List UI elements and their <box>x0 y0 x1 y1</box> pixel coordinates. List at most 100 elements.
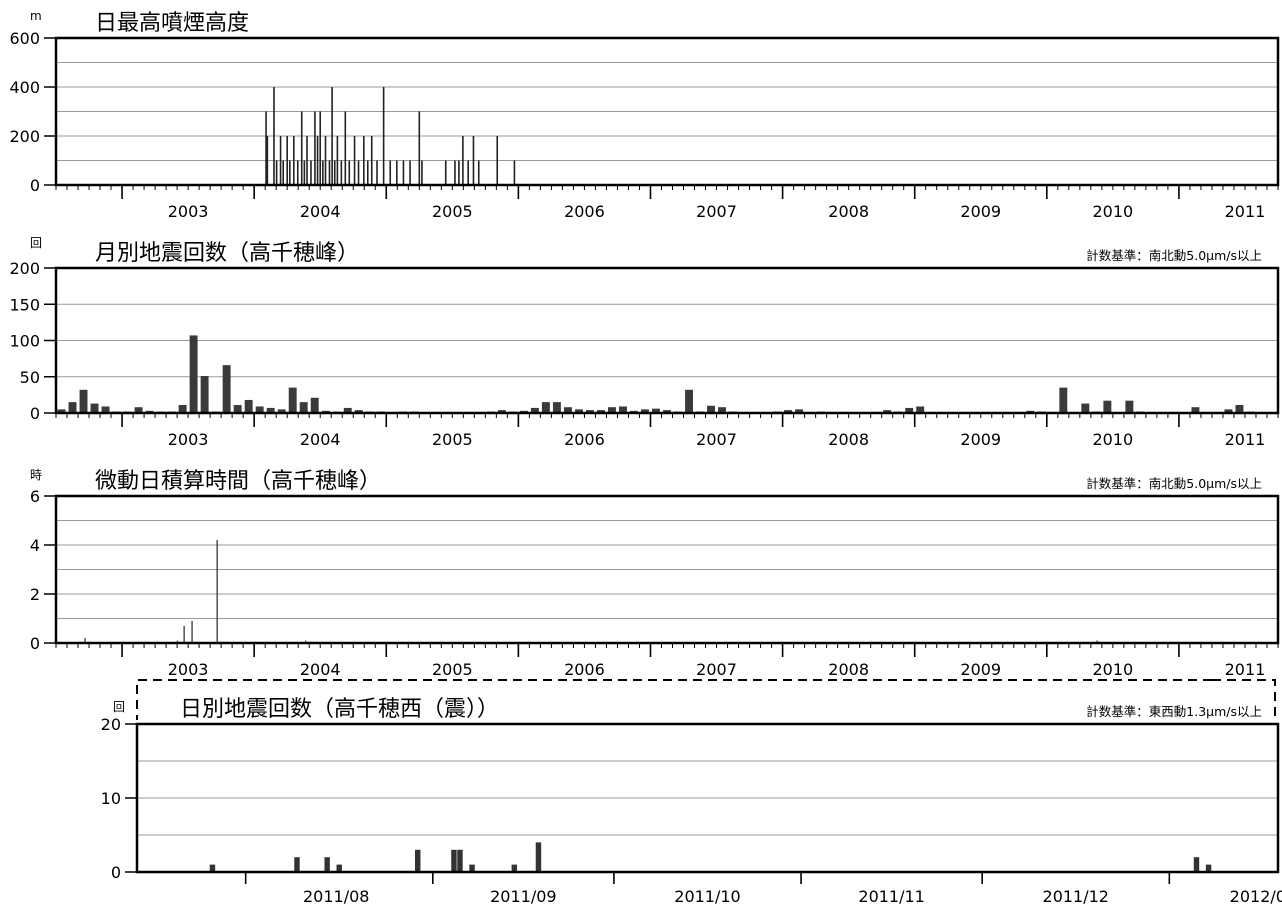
x-tick-label: 2005 <box>432 660 473 679</box>
x-tick-label: 2004 <box>300 202 341 221</box>
data-bar <box>376 160 378 185</box>
data-bar <box>1235 405 1244 413</box>
data-bar <box>316 136 319 185</box>
data-bar <box>191 620 193 643</box>
x-tick-label: 2011/10 <box>674 887 740 906</box>
y-tick-label: 100 <box>9 332 40 351</box>
data-bar <box>596 410 605 413</box>
data-bar <box>68 402 77 413</box>
data-bar <box>294 857 300 872</box>
data-bar <box>530 407 539 413</box>
data-bar <box>1125 400 1134 413</box>
plume-title: 日最高噴煙高度 <box>95 11 249 36</box>
data-bar <box>1059 387 1068 413</box>
data-bar <box>310 160 312 185</box>
x-tick-label: 2007 <box>696 660 737 679</box>
data-bar <box>279 136 282 185</box>
data-bar <box>336 864 342 872</box>
x-tick-label: 2011 <box>1225 660 1266 679</box>
y-tick-label: 20 <box>101 715 121 734</box>
data-bar <box>84 638 86 643</box>
data-bar <box>883 410 892 413</box>
x-tick-label: 2003 <box>168 202 209 221</box>
data-bar <box>1191 407 1200 413</box>
y-tick-label: 6 <box>30 487 40 506</box>
data-bar <box>134 407 143 413</box>
data-bar <box>685 389 693 413</box>
data-bar <box>1103 400 1112 413</box>
data-bar <box>303 160 306 185</box>
data-bar <box>541 402 550 413</box>
data-bar <box>574 409 583 413</box>
data-bar <box>469 864 475 872</box>
data-bar <box>652 408 660 413</box>
data-bar <box>306 136 308 185</box>
data-bar <box>343 407 352 413</box>
monthly-criterion: 計数基準：南北動5.0μm/s以上 <box>1086 248 1262 263</box>
y-tick-label: 4 <box>30 536 40 555</box>
data-bar <box>496 136 499 185</box>
y-tick-label: 2 <box>30 585 40 604</box>
data-bar <box>275 160 278 185</box>
data-bar <box>707 405 715 413</box>
y-tick-label: 10 <box>101 789 121 808</box>
plume-unit-label: m <box>30 9 42 23</box>
data-bar <box>90 403 99 413</box>
data-bar <box>607 407 616 413</box>
data-bar <box>535 842 542 872</box>
data-bar <box>457 849 463 872</box>
x-tick-label: 2010 <box>1093 660 1134 679</box>
data-bar <box>415 849 421 872</box>
data-bar <box>314 111 316 185</box>
data-bar <box>905 407 914 413</box>
y-tick-label: 600 <box>9 29 40 48</box>
data-bar <box>619 406 627 413</box>
data-bar <box>273 87 275 185</box>
x-tick-label: 2011/12 <box>1043 887 1109 906</box>
x-tick-label: 2006 <box>564 202 605 221</box>
x-tick-label: 2009 <box>960 202 1001 221</box>
x-tick-label: 2006 <box>564 430 605 449</box>
data-bar <box>183 625 185 643</box>
data-bar <box>916 406 925 413</box>
data-bar <box>1081 403 1090 413</box>
data-bar <box>409 160 411 185</box>
data-bar <box>289 160 291 185</box>
data-bar <box>57 409 66 413</box>
daily-quakes-panel: 回 日別地震回数（高千穂西（震）） 計数基準：東西動1.3μm/s以上 0 10 2… <box>101 697 1282 906</box>
data-bar <box>319 111 322 185</box>
data-bar <box>472 136 475 185</box>
data-bar <box>718 407 727 413</box>
x-tick-label: 2008 <box>828 202 869 221</box>
x-tick-label: 2009 <box>960 430 1001 449</box>
y-tick-label: 50 <box>20 368 40 387</box>
tremor-title: 微動日積算時間（高千穂峰） <box>95 469 381 494</box>
data-bar <box>370 136 373 185</box>
data-bar <box>79 389 88 413</box>
data-bar <box>357 160 360 185</box>
x-tick-label: 2004 <box>300 430 341 449</box>
data-bar <box>421 160 423 185</box>
data-bar <box>299 402 308 413</box>
data-bar <box>552 402 561 413</box>
plume-height-panel: m 日最高噴煙高度 0 200 400 600 2003 2004 2005 2006 2007… <box>9 9 1280 221</box>
x-tick-label: 2007 <box>696 430 737 449</box>
daily-title: 日別地震回数（高千穂西（震）） <box>180 697 499 722</box>
data-bar <box>451 849 457 872</box>
data-bar <box>324 136 327 185</box>
y-tick-label: 150 <box>9 295 40 314</box>
data-bar <box>363 136 365 185</box>
data-bar <box>244 399 253 413</box>
data-bar <box>402 160 405 185</box>
x-tick-label: 2004 <box>300 660 341 679</box>
x-tick-label: 2011/09 <box>490 887 556 906</box>
zoom-region-outline <box>136 679 1276 720</box>
data-bar <box>585 410 594 413</box>
data-bar <box>366 160 369 185</box>
plot-frame <box>54 494 1280 645</box>
data-bar <box>178 405 187 413</box>
y-tick-label: 200 <box>9 127 40 146</box>
data-bar <box>1205 864 1212 872</box>
data-bar <box>1224 409 1233 413</box>
